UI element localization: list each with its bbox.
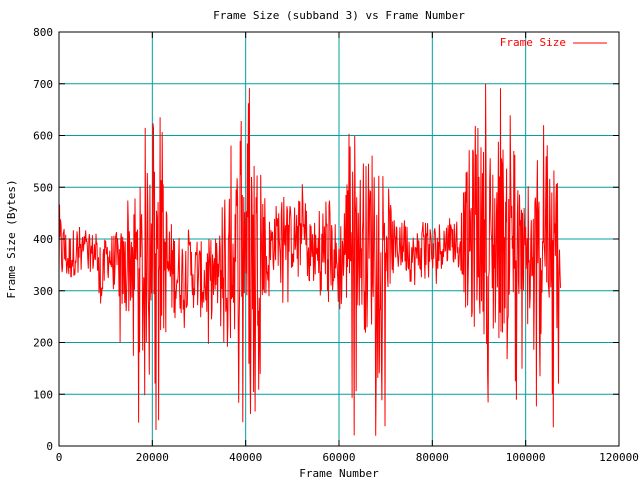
y-axis-title: Frame Size (Bytes): [5, 179, 18, 298]
x-tick-label: 0: [56, 451, 63, 464]
series-frame-size: [58, 83, 561, 436]
y-tick-label: 600: [33, 130, 53, 143]
y-tick-label: 700: [33, 78, 53, 91]
y-tick-label: 200: [33, 337, 53, 350]
x-tick-label: 80000: [416, 451, 449, 464]
x-tick-label: 20000: [136, 451, 169, 464]
chart-title: Frame Size (subband 3) vs Frame Number: [213, 9, 465, 22]
series-line-frame-size: [58, 83, 561, 436]
x-tick-label: 120000: [599, 451, 639, 464]
axis-tick-labels: 0 20000 40000 60000 80000 100000 120000 0 100 200…: [33, 26, 639, 464]
legend-label-frame-size: Frame Size: [500, 36, 566, 49]
x-tick-label: 60000: [322, 451, 355, 464]
y-tick-label: 500: [33, 181, 53, 194]
y-tick-label: 0: [46, 440, 53, 453]
y-tick-label: 300: [33, 285, 53, 298]
legend: Frame Size: [500, 36, 607, 49]
y-tick-label: 800: [33, 26, 53, 39]
x-tick-label: 40000: [229, 451, 262, 464]
x-tick-label: 100000: [506, 451, 546, 464]
x-axis-title: Frame Number: [299, 467, 379, 480]
y-tick-label: 100: [33, 388, 53, 401]
y-tick-label: 400: [33, 233, 53, 246]
axis-ticks: [58, 31, 620, 447]
